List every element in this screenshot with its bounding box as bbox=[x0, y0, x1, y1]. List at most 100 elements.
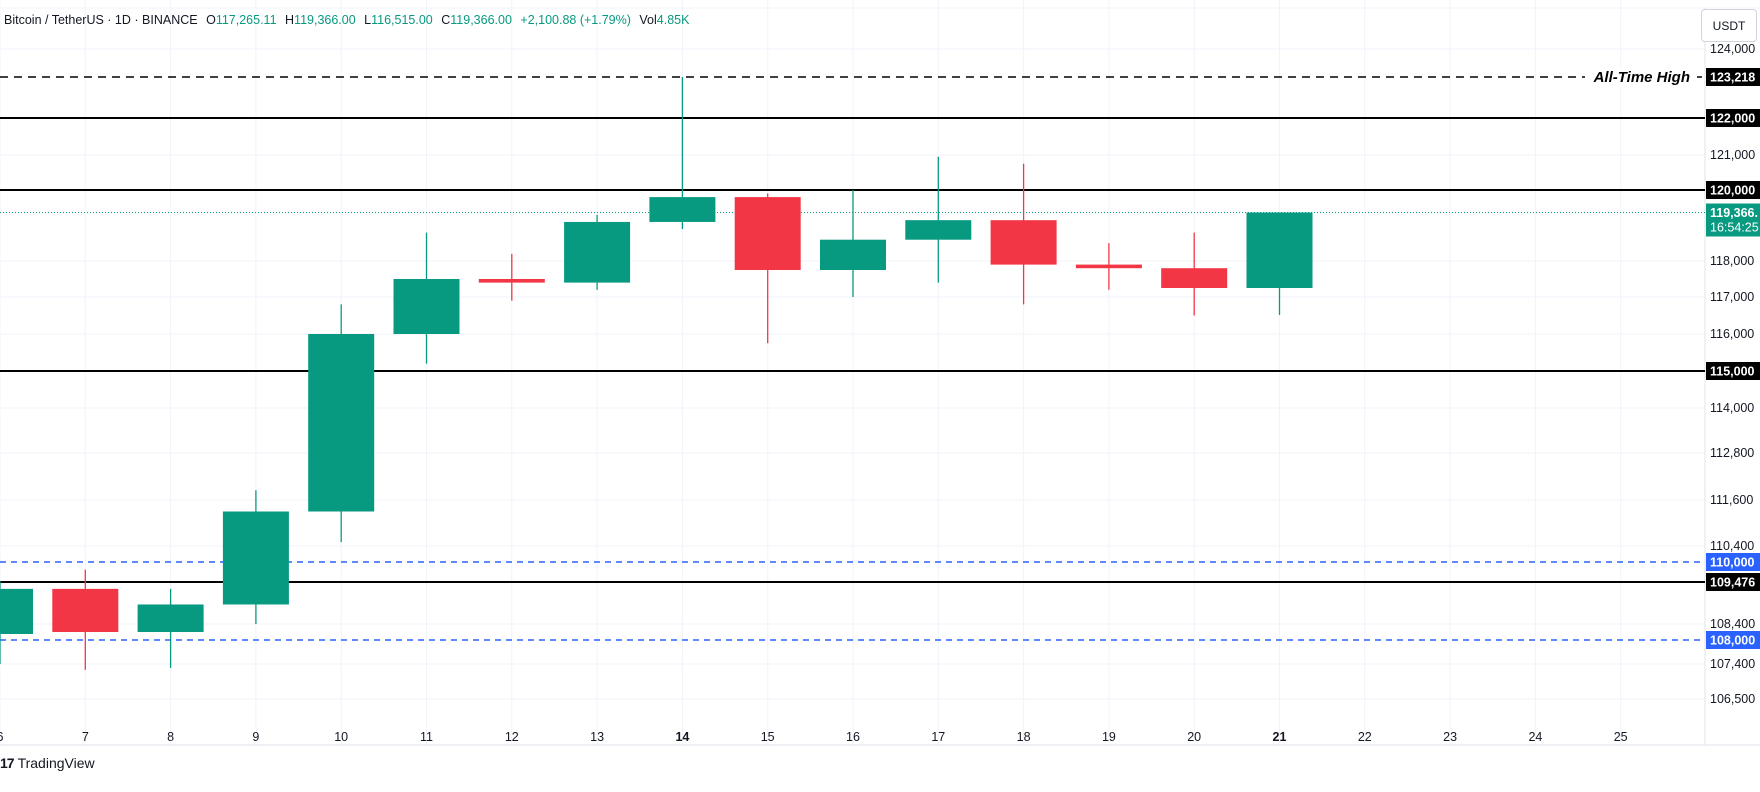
level-price-label: 109,476 bbox=[1710, 576, 1755, 590]
candle-body bbox=[990, 220, 1057, 265]
symbol-title[interactable]: Bitcoin / TetherUS · 1D · BINANCE bbox=[4, 13, 198, 27]
level-price-tag bbox=[1706, 631, 1760, 649]
low-value: 116,515.00 bbox=[371, 13, 433, 27]
candle bbox=[137, 588, 204, 668]
candle bbox=[564, 214, 631, 290]
y-tick-label: 114,000 bbox=[1710, 401, 1754, 415]
candle bbox=[649, 77, 716, 230]
x-tick-label: 11 bbox=[420, 730, 433, 744]
candle-body bbox=[308, 334, 375, 512]
currency-button[interactable]: USDT bbox=[1701, 9, 1757, 42]
level-price-label: 123,218 bbox=[1710, 71, 1755, 85]
y-tick-label: 124,000 bbox=[1710, 42, 1755, 56]
x-tick-label: 22 bbox=[1358, 730, 1372, 744]
candle-body bbox=[1246, 212, 1313, 288]
x-tick-label: 23 bbox=[1443, 730, 1457, 744]
level-price-tag bbox=[1706, 181, 1760, 199]
x-tick-label: 17 bbox=[931, 730, 945, 744]
level-price-tag bbox=[1706, 553, 1760, 571]
y-tick-label: 106,500 bbox=[1710, 692, 1755, 706]
x-tick-label: 16 bbox=[846, 730, 860, 744]
candle-body bbox=[649, 197, 716, 222]
x-tick-label: 8 bbox=[167, 730, 174, 744]
candle bbox=[222, 490, 289, 624]
symbol-header: Bitcoin / TetherUS · 1D · BINANCE O117,2… bbox=[4, 13, 694, 27]
candle bbox=[1161, 232, 1228, 316]
countdown-label: 16:54:25 bbox=[1710, 221, 1759, 235]
high-label: H bbox=[285, 13, 295, 27]
open-label: O bbox=[206, 13, 216, 27]
x-tick-label: 14 bbox=[675, 730, 689, 744]
y-tick-label: 112,800 bbox=[1710, 446, 1754, 460]
x-tick-label: 15 bbox=[761, 730, 775, 744]
candle-body bbox=[393, 279, 460, 334]
x-tick-label: 10 bbox=[334, 730, 348, 744]
open-value: 117,265.11 bbox=[215, 13, 277, 27]
y-tick-label: 116,000 bbox=[1710, 327, 1754, 341]
candle bbox=[1246, 212, 1313, 315]
candle bbox=[905, 156, 972, 283]
candle bbox=[52, 569, 119, 670]
x-tick-label: 9 bbox=[252, 730, 259, 744]
x-tick-label: 7 bbox=[82, 730, 89, 744]
high-value: 119,366.00 bbox=[294, 13, 356, 27]
volume-label: Vol bbox=[639, 13, 657, 27]
level-price-tag bbox=[1706, 109, 1760, 127]
level-price-label: 110,000 bbox=[1710, 556, 1755, 570]
x-tick-label: 19 bbox=[1102, 730, 1116, 744]
x-tick-label: 25 bbox=[1614, 730, 1628, 744]
x-tick-label: 13 bbox=[590, 730, 604, 744]
level-price-label: 122,000 bbox=[1710, 112, 1755, 126]
candle-body bbox=[0, 588, 33, 634]
candle-body bbox=[820, 239, 886, 270]
last-price-tag bbox=[1706, 203, 1760, 237]
all-time-high-annotation: All-Time High bbox=[1593, 69, 1690, 86]
annotation-background bbox=[1585, 67, 1697, 87]
candle bbox=[990, 163, 1057, 305]
candle bbox=[308, 304, 375, 543]
candle bbox=[820, 190, 886, 297]
y-tick-label: 117,000 bbox=[1710, 290, 1754, 304]
level-price-label: 115,000 bbox=[1710, 365, 1755, 379]
tradingview-brand-text: TradingView bbox=[17, 755, 95, 771]
x-tick-label: 21 bbox=[1273, 730, 1287, 744]
y-tick-label: 111,600 bbox=[1710, 493, 1753, 507]
y-tick-label: 121,000 bbox=[1710, 148, 1755, 162]
candle-body bbox=[478, 279, 545, 283]
last-price-label: 119,366. bbox=[1710, 206, 1758, 220]
candle bbox=[478, 253, 545, 301]
candle-body bbox=[564, 221, 631, 283]
change-value: +2,100.88 (+1.79%) bbox=[520, 13, 631, 27]
close-label: C bbox=[441, 13, 451, 27]
candle-body bbox=[734, 197, 801, 270]
x-tick-label: 18 bbox=[1017, 730, 1031, 744]
level-price-label: 120,000 bbox=[1710, 184, 1755, 198]
grid bbox=[0, 0, 1705, 745]
candle-body bbox=[52, 588, 119, 632]
candle-body bbox=[1161, 268, 1228, 288]
candle bbox=[393, 232, 460, 364]
y-tick-label: 107,400 bbox=[1710, 657, 1755, 671]
level-price-label: 108,000 bbox=[1710, 634, 1755, 648]
volume-value: 4.85K bbox=[656, 13, 690, 27]
x-tick-label: 24 bbox=[1528, 730, 1542, 744]
x-tick-label: 12 bbox=[505, 730, 519, 744]
level-price-tag bbox=[1706, 68, 1760, 86]
level-price-tag bbox=[1706, 362, 1760, 380]
candle-body bbox=[137, 604, 204, 632]
candle-body bbox=[1075, 264, 1142, 269]
tradingview-logo[interactable]: 17 TradingView bbox=[0, 755, 95, 771]
candle-body bbox=[222, 511, 289, 605]
y-tick-label: 118,000 bbox=[1710, 254, 1754, 268]
candles bbox=[0, 77, 1313, 670]
candle bbox=[1075, 243, 1142, 290]
candle bbox=[734, 193, 801, 344]
level-price-tag bbox=[1706, 573, 1760, 591]
candle-body bbox=[905, 220, 972, 240]
low-label: L bbox=[364, 13, 372, 27]
x-tick-label: 20 bbox=[1187, 730, 1201, 744]
y-tick-label: 110,400 bbox=[1710, 539, 1754, 553]
x-tick-label: 6 bbox=[0, 730, 4, 744]
tradingview-logo-icon: 17 bbox=[0, 755, 15, 771]
